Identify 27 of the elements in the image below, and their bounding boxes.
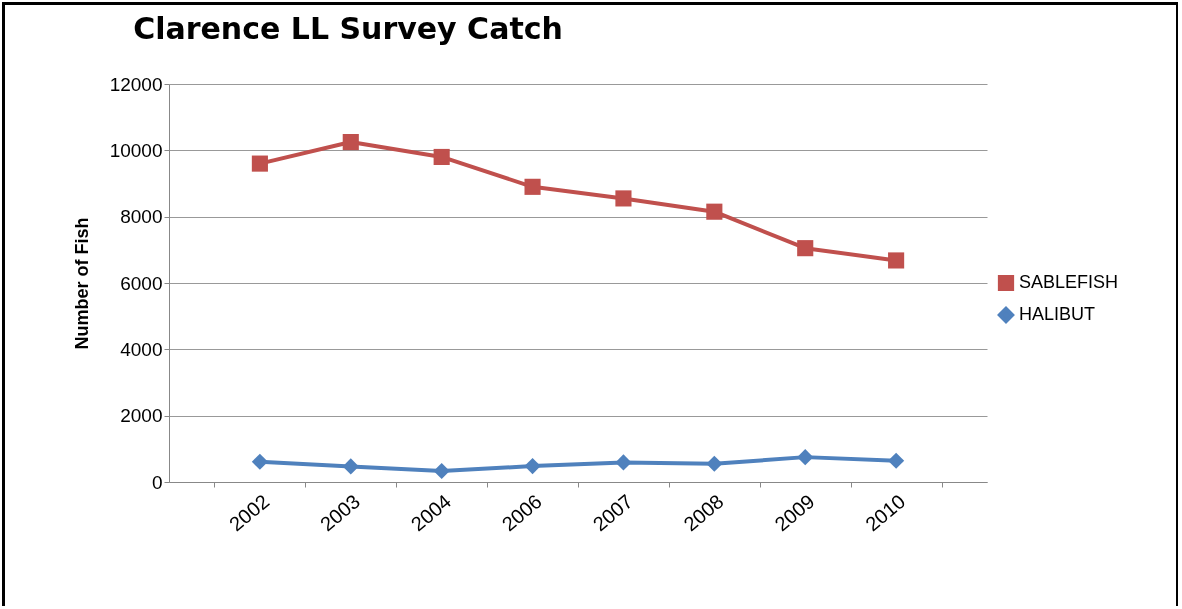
point xyxy=(615,190,632,207)
point xyxy=(251,155,268,172)
y-tick-label: 4000 xyxy=(120,338,163,360)
point xyxy=(433,462,450,480)
point xyxy=(615,454,632,471)
point xyxy=(342,458,359,475)
point xyxy=(797,240,814,257)
point xyxy=(342,133,359,151)
y-tick-label: 2000 xyxy=(120,405,163,427)
point xyxy=(706,455,723,472)
point xyxy=(888,452,905,469)
y-tick-label: 10000 xyxy=(109,139,163,161)
point xyxy=(797,449,814,466)
y-tick-label: 8000 xyxy=(120,206,163,228)
y-axis-title: Number of Fish xyxy=(71,217,92,350)
chart-title: Clarence LL Survey Catch xyxy=(133,11,563,46)
y-tick-label: 12000 xyxy=(109,73,163,95)
y-tick-label: 6000 xyxy=(120,272,163,294)
legend-label: HALIBUT xyxy=(1019,304,1096,324)
point xyxy=(524,458,541,475)
point xyxy=(251,453,268,470)
legend-label: SABLEFISH xyxy=(1019,272,1119,292)
point xyxy=(706,203,723,220)
y-tick-label: 0 xyxy=(151,471,163,493)
point xyxy=(524,178,541,195)
point xyxy=(888,252,905,269)
point xyxy=(433,148,450,166)
